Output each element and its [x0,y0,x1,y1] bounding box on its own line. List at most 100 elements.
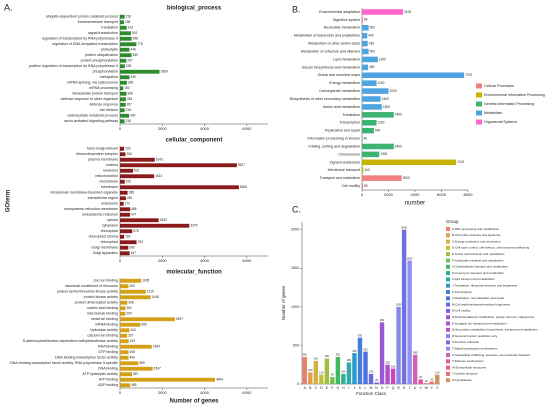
bar [120,86,124,91]
value-label: 415 [130,339,136,343]
panel-label: C. [292,204,301,214]
y-tick-label: Digestive system [333,18,360,22]
y-tick-label: mRNA binding [95,323,118,327]
bar [120,69,160,74]
y-tick-label: Transcription [339,121,360,125]
value-label: 1830 [160,218,167,222]
x-tick-label: J [354,386,356,390]
legend-swatch [476,92,482,98]
bar [324,358,330,384]
x-tick-label: U [414,386,417,390]
bar [418,379,423,384]
y-tick-label: Glycan biosynthesis and metabolism [302,65,360,69]
legend-label: G:Carbohydrate transport and metabolism [452,265,509,269]
bar [346,362,352,384]
value-label: 218 [126,15,132,19]
value-label: 1500 [383,105,390,109]
legend-swatch [446,308,450,313]
bar [362,167,364,173]
legend-label: L:Replication, recombination and repair [452,296,504,300]
y-tick-label: mitochondrion [95,174,118,178]
y-tick-label: trans-Golgi network [87,147,118,151]
value-label: 2000 [390,89,397,93]
y-tick-label: ubiquitin-dependent protein catabolic pr… [46,15,119,19]
value-label: 408 [130,350,136,354]
value-label: 3000 [403,176,410,180]
value-label: 120 [319,370,324,374]
bar [120,152,126,157]
panel-label: B. [292,4,301,14]
bar [120,229,133,234]
value-label: 1613 [155,174,162,178]
x-tick-label: M [370,386,373,390]
legend-swatch [446,245,450,250]
y-tick-label: Lipid metabolism [333,57,360,61]
y-tick-label: mRNA processing [89,86,118,90]
bar [120,14,125,19]
y-tick-label: GTP binding [98,350,118,354]
y-tick-label: regulation of transcription by RNA polym… [42,37,118,41]
x-tick-label: F [331,386,333,390]
legend-swatch [446,277,450,282]
value-label: 1300 [380,152,387,156]
legend-label: O:Posttranslational modification, protei… [452,315,535,319]
x-tick-label: 2000 [384,192,394,197]
x-tick-label: 2000 [158,126,168,131]
bar [362,48,369,55]
legend-swatch [476,83,482,89]
y-tick-label: endosome [101,202,118,206]
value-label: 280 [347,358,352,362]
value-label: 261 [127,306,133,310]
value-label: 400 [368,34,374,38]
bar [120,80,127,85]
legend-label: Z:Cytoskeleton [452,378,472,382]
y-tick-label: proteolysis [101,48,118,52]
y-tick-label: Folding, sorting and degradation [308,144,360,148]
value-label: 1200 [379,57,386,61]
bar [335,357,341,384]
y-tick-label: Nucleotide metabolism [324,26,360,30]
y-tick-label: Metabolism of cofactors and vitamins [301,49,360,53]
legend-label: J:Translation, ribosomal structure and b… [452,283,518,287]
legend-label: M:Cell wall/membrane/envelope biogenesis [452,302,510,306]
bar [120,113,130,118]
bar [435,374,440,384]
value-label: 267 [127,103,133,107]
legend-label: Q:Secondary metabolites biosynthesis, tr… [452,328,538,332]
x-tick-label: I [348,386,349,390]
legend-swatch [446,353,450,357]
bar [120,339,129,344]
value-label: 400 [129,284,135,288]
legend-label: Organismal Systems [484,120,517,124]
bar [120,278,142,283]
x-tick-label: 0 [119,126,122,131]
y-tick-label: zinc ion binding [93,279,118,283]
y-tick-label: translation [101,26,118,30]
bar [120,218,159,223]
legend-swatch [446,271,450,276]
bar [120,47,130,52]
value-label: 500 [370,49,376,53]
x-tick-label: 0 [119,258,122,263]
bar [362,64,369,71]
x-axis-title: Function Class [356,391,387,396]
value-label: 420 [363,347,368,351]
bar [362,32,368,39]
legend-label: Metabolism [484,111,502,115]
legend-label: B:Chromatin structure and dynamics [452,233,501,237]
bar [120,306,126,311]
panel-label: A. [4,2,13,12]
value-label: 600 [358,333,363,337]
value-label: 1600 [407,256,413,260]
bar [319,374,324,384]
legend-label: K:Transcription [452,290,472,294]
value-label: 80 [364,184,368,188]
value-label: 228 [126,64,132,68]
bar [362,119,377,126]
bar [374,382,379,384]
legend-label: R:General function prediction only [452,334,498,338]
value-label: 3100 [404,10,411,14]
value-label: 1400 [382,97,389,101]
legend-label: D:Cell cycle control, cell division, chr… [452,246,530,250]
y-tick-label: DNA-binding transcription factor activit… [55,356,118,360]
